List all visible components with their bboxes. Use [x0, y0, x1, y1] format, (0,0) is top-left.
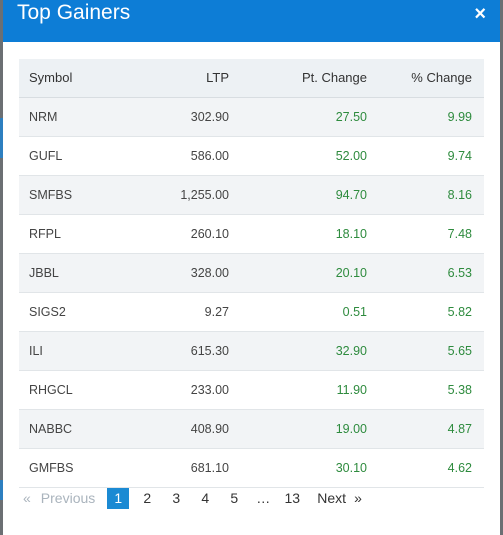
cell-symbol[interactable]: JBBL [19, 253, 140, 293]
cell-ltp: 260.10 [140, 214, 230, 254]
cell-ltp: 681.10 [140, 448, 230, 488]
cell-ltp: 615.30 [140, 331, 230, 371]
cell-symbol[interactable]: ILI [19, 331, 140, 371]
cell-symbol[interactable]: NABBC [19, 409, 140, 449]
cell-pt-change: 18.10 [230, 214, 368, 254]
cell-pct-change: 4.87 [368, 409, 484, 449]
page-button-5[interactable]: 5 [230, 489, 239, 506]
column-header-pct-change[interactable]: % Change [368, 59, 484, 98]
table-row: NRM 302.90 27.50 9.99 [19, 97, 484, 137]
cell-ltp: 233.00 [140, 370, 230, 410]
cell-symbol[interactable]: RFPL [19, 214, 140, 254]
prev-arrow-icon: « [23, 490, 31, 506]
table-body: NRM 302.90 27.50 9.99 GUFL 586.00 52.00 … [19, 97, 484, 488]
gainers-table: Symbol LTP Pt. Change % Change NRM 302.9… [19, 59, 484, 488]
table-row: GMFBS 681.10 30.10 4.62 [19, 448, 484, 488]
cell-symbol[interactable]: GMFBS [19, 448, 140, 488]
page-button-13[interactable]: 13 [284, 489, 301, 506]
cell-pt-change: 20.10 [230, 253, 368, 293]
modal-title: Top Gainers [17, 1, 131, 24]
cell-pt-change: 32.90 [230, 331, 368, 371]
background-accent-left [0, 118, 4, 158]
cell-pct-change: 4.62 [368, 448, 484, 488]
cell-pt-change: 30.10 [230, 448, 368, 488]
column-header-symbol[interactable]: Symbol [19, 59, 140, 98]
cell-pt-change: 94.70 [230, 175, 368, 215]
close-icon[interactable]: × [474, 3, 486, 25]
cell-pct-change: 9.99 [368, 97, 484, 137]
table-row: NABBC 408.90 19.00 4.87 [19, 409, 484, 449]
cell-pt-change: 19.00 [230, 409, 368, 449]
cell-ltp: 328.00 [140, 253, 230, 293]
cell-pt-change: 0.51 [230, 292, 368, 332]
cell-pct-change: 9.74 [368, 136, 484, 176]
page-button-3[interactable]: 3 [172, 489, 181, 506]
cell-symbol[interactable]: SIGS2 [19, 292, 140, 332]
next-arrow-icon[interactable]: » [354, 490, 362, 506]
pagination: « Previous 1 2 3 4 5 … 13 Next » [23, 487, 362, 509]
modal-header: Top Gainers × [3, 0, 500, 42]
cell-pct-change: 8.16 [368, 175, 484, 215]
cell-symbol[interactable]: RHGCL [19, 370, 140, 410]
pagination-ellipsis: … [256, 489, 271, 506]
cell-pct-change: 5.82 [368, 292, 484, 332]
cell-pt-change: 11.90 [230, 370, 368, 410]
cell-ltp: 302.90 [140, 97, 230, 137]
cell-pt-change: 52.00 [230, 136, 368, 176]
cell-symbol[interactable]: NRM [19, 97, 140, 137]
cell-pct-change: 5.38 [368, 370, 484, 410]
table-row: SIGS2 9.27 0.51 5.82 [19, 292, 484, 332]
previous-page-button[interactable]: Previous [40, 490, 96, 506]
page-button-4[interactable]: 4 [201, 489, 210, 506]
table-row: SMFBS 1,255.00 94.70 8.16 [19, 175, 484, 215]
background-accent-left [0, 480, 4, 500]
column-header-ltp[interactable]: LTP [140, 59, 230, 98]
cell-ltp: 408.90 [140, 409, 230, 449]
top-gainers-modal: Top Gainers × Symbol LTP Pt. Change % Ch… [3, 0, 500, 535]
column-header-pt-change[interactable]: Pt. Change [230, 59, 368, 98]
table-row: RFPL 260.10 18.10 7.48 [19, 214, 484, 254]
cell-ltp: 586.00 [140, 136, 230, 176]
gainers-table-container: Symbol LTP Pt. Change % Change NRM 302.9… [19, 59, 484, 488]
next-page-button[interactable]: Next [317, 490, 347, 506]
cell-pct-change: 5.65 [368, 331, 484, 371]
table-header: Symbol LTP Pt. Change % Change [19, 59, 484, 98]
cell-ltp: 1,255.00 [140, 175, 230, 215]
table-row: GUFL 586.00 52.00 9.74 [19, 136, 484, 176]
cell-pct-change: 6.53 [368, 253, 484, 293]
table-row: RHGCL 233.00 11.90 5.38 [19, 370, 484, 410]
table-row: ILI 615.30 32.90 5.65 [19, 331, 484, 371]
cell-symbol[interactable]: GUFL [19, 136, 140, 176]
cell-pt-change: 27.50 [230, 97, 368, 137]
table-header-row: Symbol LTP Pt. Change % Change [19, 59, 484, 98]
cell-symbol[interactable]: SMFBS [19, 175, 140, 215]
cell-ltp: 9.27 [140, 292, 230, 332]
page-button-2[interactable]: 2 [143, 489, 152, 506]
table-row: JBBL 328.00 20.10 6.53 [19, 253, 484, 293]
cell-pct-change: 7.48 [368, 214, 484, 254]
page-button-1[interactable]: 1 [107, 487, 130, 509]
